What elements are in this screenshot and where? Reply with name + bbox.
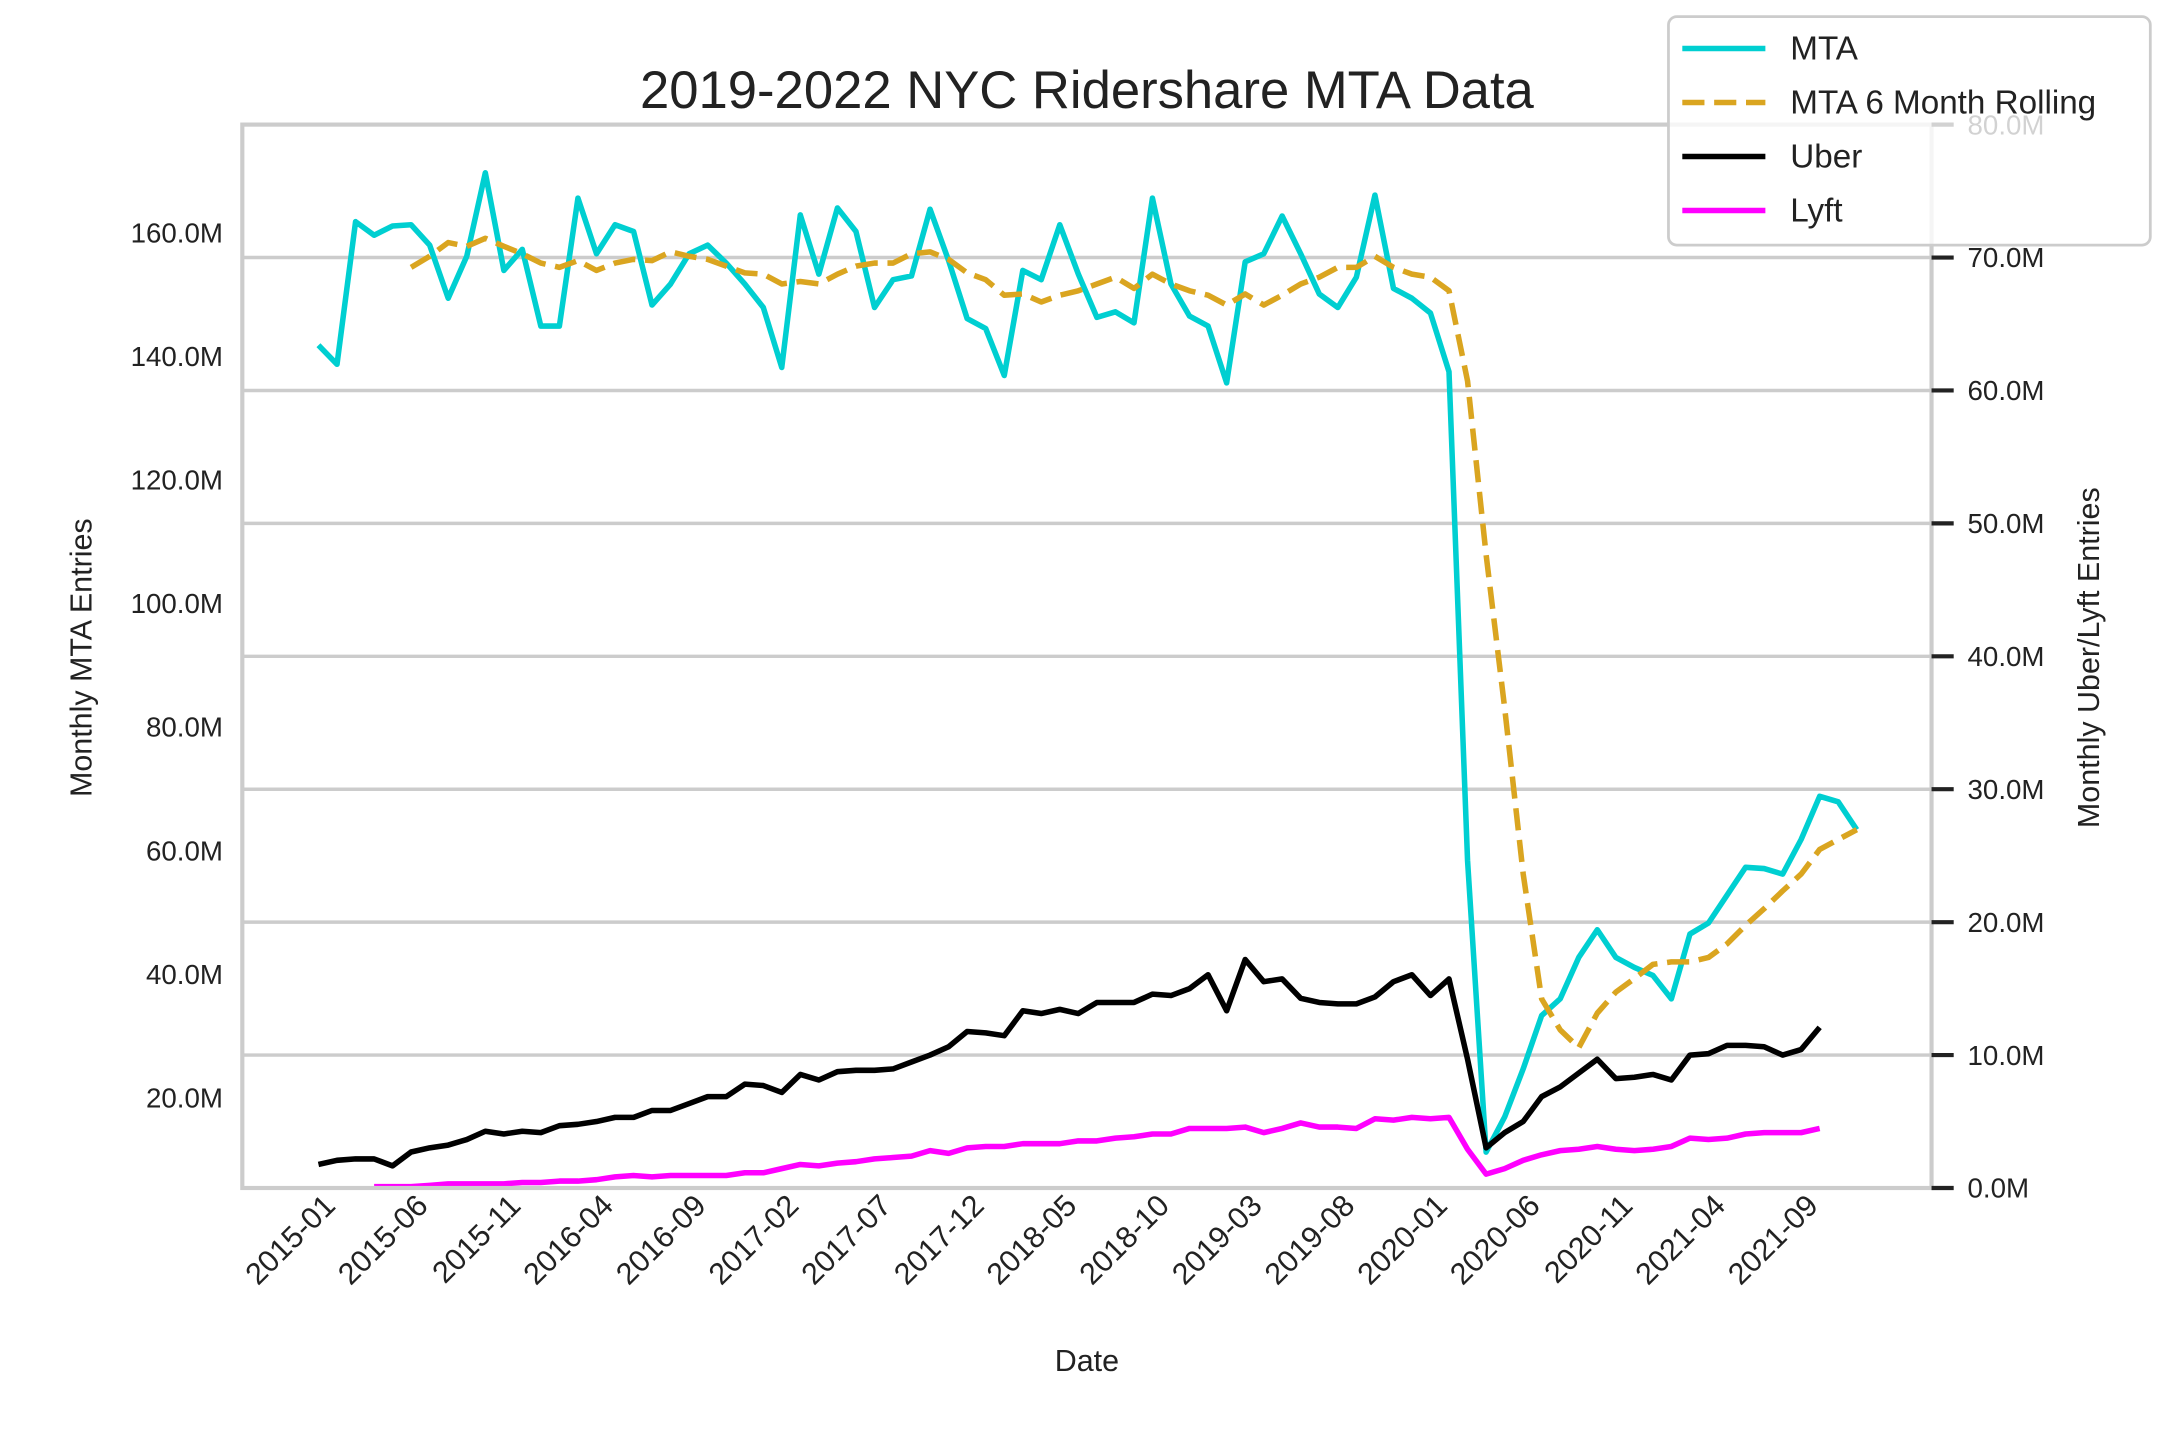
y-tick-label: 120.0M: [131, 465, 223, 496]
series-line: [317, 956, 1822, 1169]
legend-label: MTA: [1790, 31, 1858, 68]
y-tick-label: 80.0M: [146, 712, 223, 743]
y-tick-label: 60.0M: [146, 835, 223, 866]
y-tick-label: 140.0M: [131, 341, 223, 372]
y2-axis-label: Monthly Uber/Lyft Entries: [2072, 487, 2106, 828]
y-tick-label: 160.0M: [131, 217, 223, 248]
y-tick-label: 40.0M: [146, 959, 223, 990]
series-line: [374, 1114, 1821, 1190]
legend-label: Uber: [1790, 139, 1862, 176]
y-tick-label: 20.0M: [146, 1082, 223, 1113]
y-axis-label: Monthly MTA Entries: [64, 518, 98, 797]
y2-tick-label: 20.0M: [1968, 907, 2045, 938]
legend-label: Lyft: [1790, 193, 1842, 230]
y2-tick-label: 0.0M: [1968, 1173, 2030, 1204]
y2-tick-label: 30.0M: [1968, 774, 2045, 805]
y2-tick-label: 70.0M: [1968, 242, 2045, 273]
y2-tick-label: 60.0M: [1968, 375, 2045, 406]
chart-title: 2019-2022 NYC Ridershare MTA Data: [640, 61, 1535, 120]
y2-tick-label: 40.0M: [1968, 641, 2045, 672]
legend-box: [1667, 15, 2152, 247]
y2-tick-label: 10.0M: [1968, 1040, 2045, 1071]
series-line: [409, 235, 1859, 1051]
y2-tick-label: 50.0M: [1968, 508, 2045, 539]
y-tick-label: 100.0M: [131, 588, 223, 619]
legend-label: MTA 6 Month Rolling: [1790, 85, 2096, 122]
series-line: [316, 170, 1860, 1155]
legend: MTA MTA 6 Month Rolling Uber Lyft: [1667, 15, 2152, 247]
lines-layer: [316, 170, 1860, 1190]
x-axis-label: Date: [1055, 1344, 1119, 1378]
